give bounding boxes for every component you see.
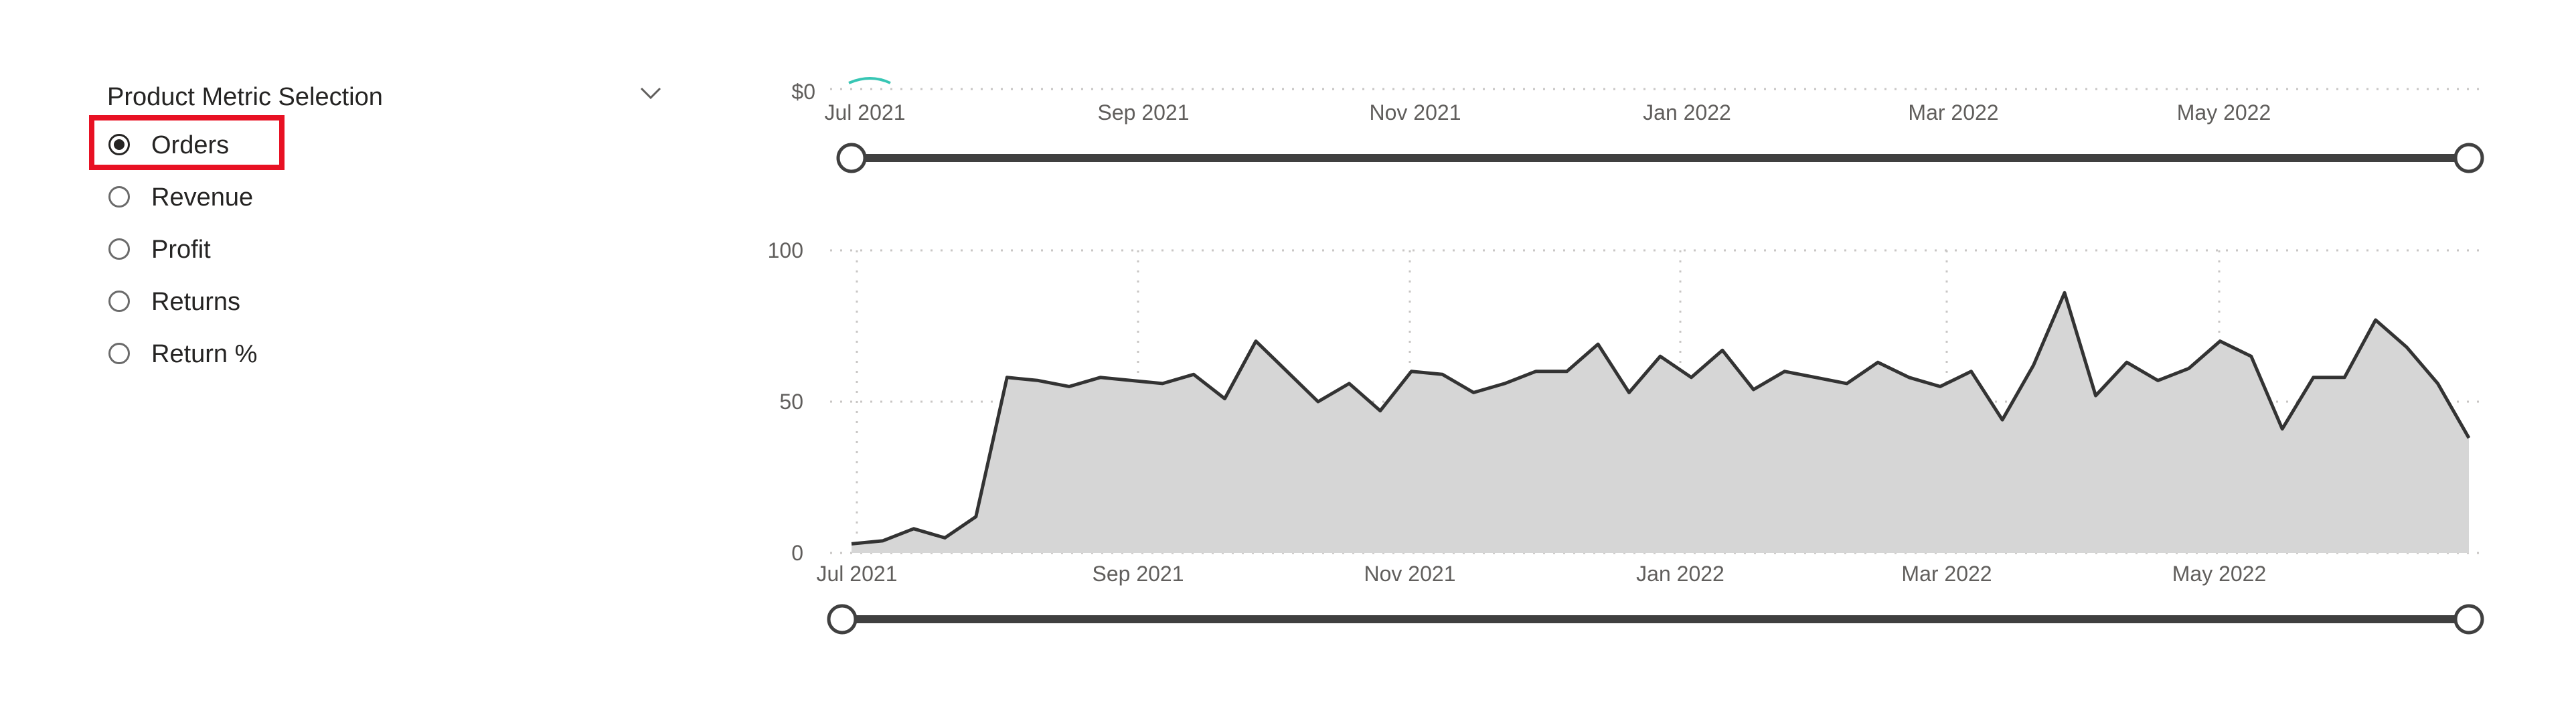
x-tick-label: May 2022 <box>2172 562 2267 586</box>
top-partial-mark <box>848 77 891 84</box>
top-y-tick-label: $0 <box>791 80 815 104</box>
orders-area-chart: 0 50 100 Jul 2021 Sep 2021 Nov 2021 Jan 2022 M… <box>768 238 2485 635</box>
series-line <box>851 291 2471 546</box>
x-tick-label: Nov 2021 <box>1364 562 1456 586</box>
chevron-down-icon[interactable] <box>636 79 665 108</box>
top-range-slider[interactable] <box>836 143 2484 173</box>
top-x-tick-label: Nov 2021 <box>1370 100 1461 125</box>
option-label: Revenue <box>151 183 254 212</box>
option-return-pct[interactable]: Return % <box>107 335 442 375</box>
slicer-header: Product Metric Selection <box>107 79 669 122</box>
y-axis: 0 50 100 <box>768 238 803 565</box>
y-tick-label: 100 <box>768 238 803 262</box>
option-orders[interactable]: Orders <box>107 126 442 166</box>
radio-icon[interactable] <box>108 238 130 260</box>
y-tick-label: 0 <box>791 541 803 565</box>
x-tick-label: Jul 2021 <box>817 562 898 586</box>
top-x-tick-label: Jul 2021 <box>825 100 906 125</box>
option-label: Returns <box>151 288 241 316</box>
top-x-axis: Jul 2021 Sep 2021 Nov 2021 Jan 2022 Mar 2022… <box>825 100 2271 125</box>
y-tick-label: 50 <box>779 390 803 414</box>
top-slider-end-handle[interactable] <box>2453 143 2484 173</box>
slider-end-handle[interactable] <box>2453 604 2484 635</box>
option-revenue[interactable]: Revenue <box>107 178 442 218</box>
top-chart: $0 Jul 2021 Sep 2021 Nov 2021 Jan 2022 Mar 2… <box>791 77 2485 173</box>
range-slider[interactable] <box>827 604 2484 635</box>
x-tick-label: Sep 2021 <box>1092 562 1184 586</box>
radio-icon[interactable] <box>108 343 130 364</box>
option-label: Return % <box>151 340 258 368</box>
radio-icon[interactable] <box>108 186 130 208</box>
top-x-tick-label: Mar 2022 <box>1908 100 1998 125</box>
x-tick-label: Mar 2022 <box>1901 562 1992 586</box>
radio-icon[interactable] <box>108 291 130 312</box>
top-x-tick-label: Jan 2022 <box>1643 100 1731 125</box>
option-label: Profit <box>151 236 211 264</box>
top-slider-start-handle[interactable] <box>836 143 867 173</box>
x-axis: Jul 2021 Sep 2021 Nov 2021 Jan 2022 Mar 2022… <box>817 562 2267 586</box>
option-label: Orders <box>151 131 230 159</box>
product-metric-slicer: Product Metric Selection Orders Revenue … <box>107 79 669 368</box>
top-x-tick-label: Sep 2021 <box>1097 100 1189 125</box>
x-tick-label: Jan 2022 <box>1636 562 1724 586</box>
slider-start-handle[interactable] <box>827 604 858 635</box>
option-profit[interactable]: Profit <box>107 230 442 270</box>
top-x-tick-label: May 2022 <box>2177 100 2271 125</box>
option-returns[interactable]: Returns <box>107 283 442 323</box>
selection-highlight-box <box>89 115 285 170</box>
area-fill <box>852 293 2469 553</box>
radio-selected-icon[interactable] <box>108 134 130 155</box>
slicer-title: Product Metric Selection <box>107 83 383 111</box>
